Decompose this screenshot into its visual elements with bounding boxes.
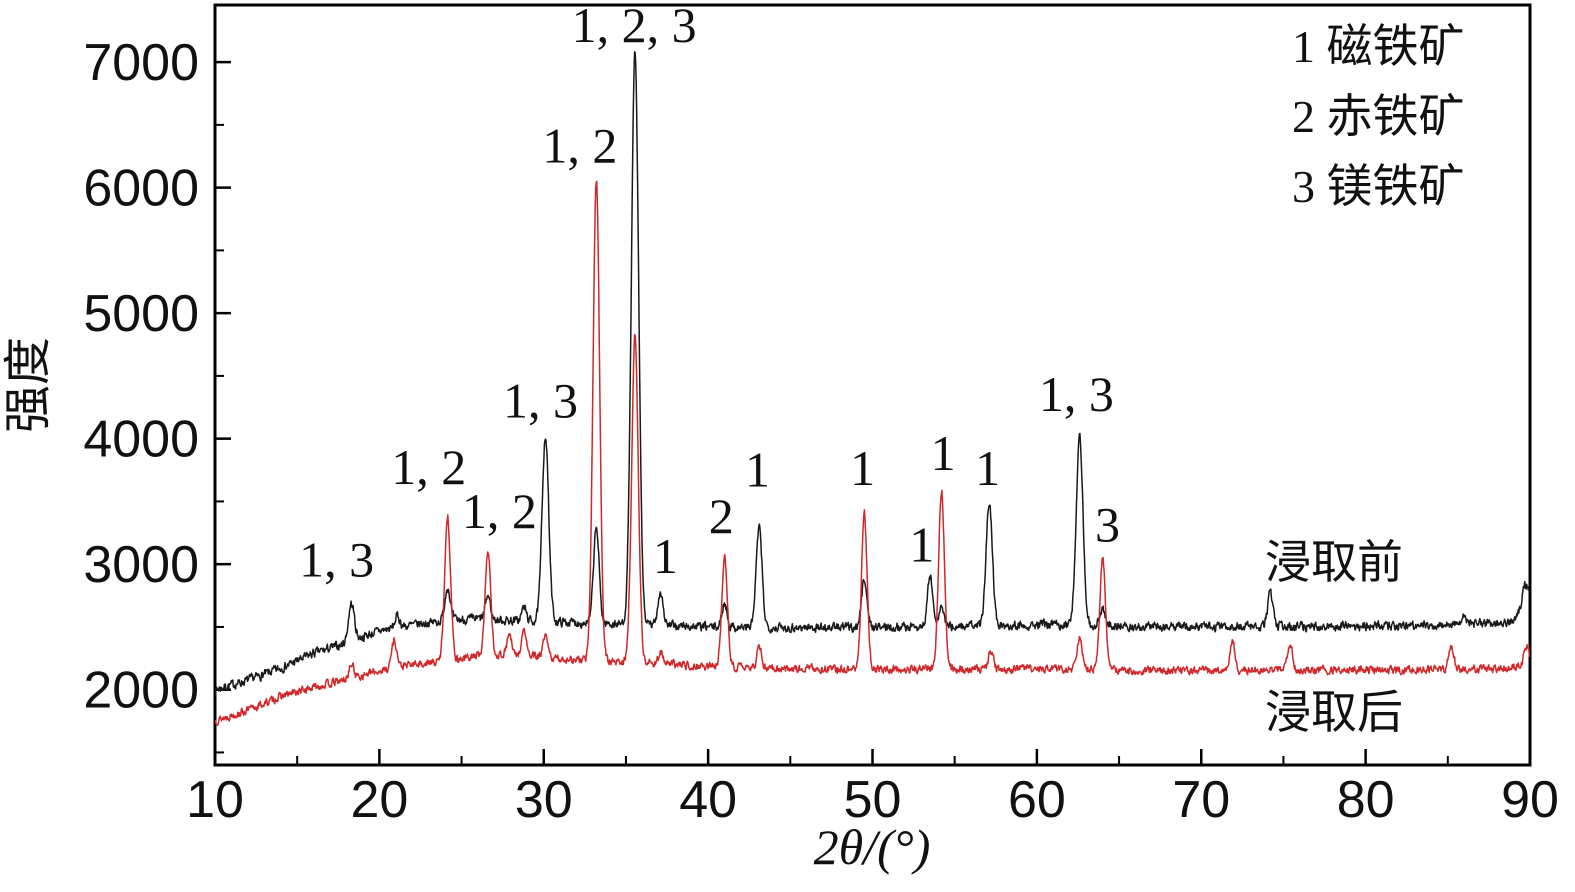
x-axis-tick-label: 70 <box>1172 771 1230 829</box>
xrd-traces <box>215 51 1530 726</box>
y-axis-tick-label: 7000 <box>83 34 199 92</box>
xrd-trace-after <box>215 180 1530 726</box>
legend-line-magnesioferrite: 3 镁铁矿 <box>1292 161 1465 212</box>
peak-annotation: 1 <box>909 517 934 573</box>
y-axis-tick-label: 4000 <box>83 411 199 469</box>
x-axis-tick-label: 20 <box>350 771 408 829</box>
y-axis-tick-label: 6000 <box>83 160 199 218</box>
peak-annotation: 1, 3 <box>503 372 578 428</box>
axis-tick-labels: 10 20 30 40 50 60 70 80 90 2000 3000 4000 5000 6000 70… <box>83 34 1559 829</box>
series-label-before-leaching: 浸取前 <box>1265 537 1403 588</box>
legend-line-magnetite: 1 磁铁矿 <box>1292 21 1465 72</box>
peak-annotation: 1, 2, 3 <box>572 0 697 53</box>
peak-annotation: 1, 2 <box>462 483 537 539</box>
x-axis-tick-label: 90 <box>1501 771 1559 829</box>
x-axis-tick-label: 60 <box>1008 771 1066 829</box>
peak-annotation: 1 <box>931 425 956 481</box>
x-axis-tick-label: 10 <box>186 771 244 829</box>
peak-annotation: 1, 3 <box>1039 366 1114 422</box>
series-label-after-leaching: 浸取后 <box>1265 687 1403 738</box>
xrd-trace-before <box>215 51 1530 696</box>
peak-annotation: 1, 2 <box>542 118 617 174</box>
x-axis-tick-label: 30 <box>515 771 573 829</box>
peak-annotation: 1 <box>975 440 1000 496</box>
peak-annotation: 1 <box>850 440 875 496</box>
y-axis-title: 强度 <box>2 337 55 433</box>
y-axis-tick-label: 3000 <box>83 536 199 594</box>
peak-annotation: 2 <box>709 488 734 544</box>
x-axis-title: 2θ/(°) <box>814 819 931 875</box>
x-axis-tick-label: 40 <box>679 771 737 829</box>
peak-annotation: 3 <box>1095 497 1120 553</box>
peak-annotation: 1, 3 <box>299 532 374 588</box>
legend-line-hematite: 2 赤铁矿 <box>1292 91 1465 142</box>
peak-annotation: 1, 2 <box>391 439 466 495</box>
x-axis-tick-label: 80 <box>1337 771 1395 829</box>
y-axis-tick-label: 2000 <box>83 662 199 720</box>
peak-annotation: 1 <box>653 528 678 584</box>
x-axis-tick-label: 50 <box>844 771 902 829</box>
peak-annotation: 1 <box>745 441 770 497</box>
legend: 1 磁铁矿 2 赤铁矿 3 镁铁矿 <box>1292 21 1465 212</box>
y-axis-tick-label: 5000 <box>83 285 199 343</box>
